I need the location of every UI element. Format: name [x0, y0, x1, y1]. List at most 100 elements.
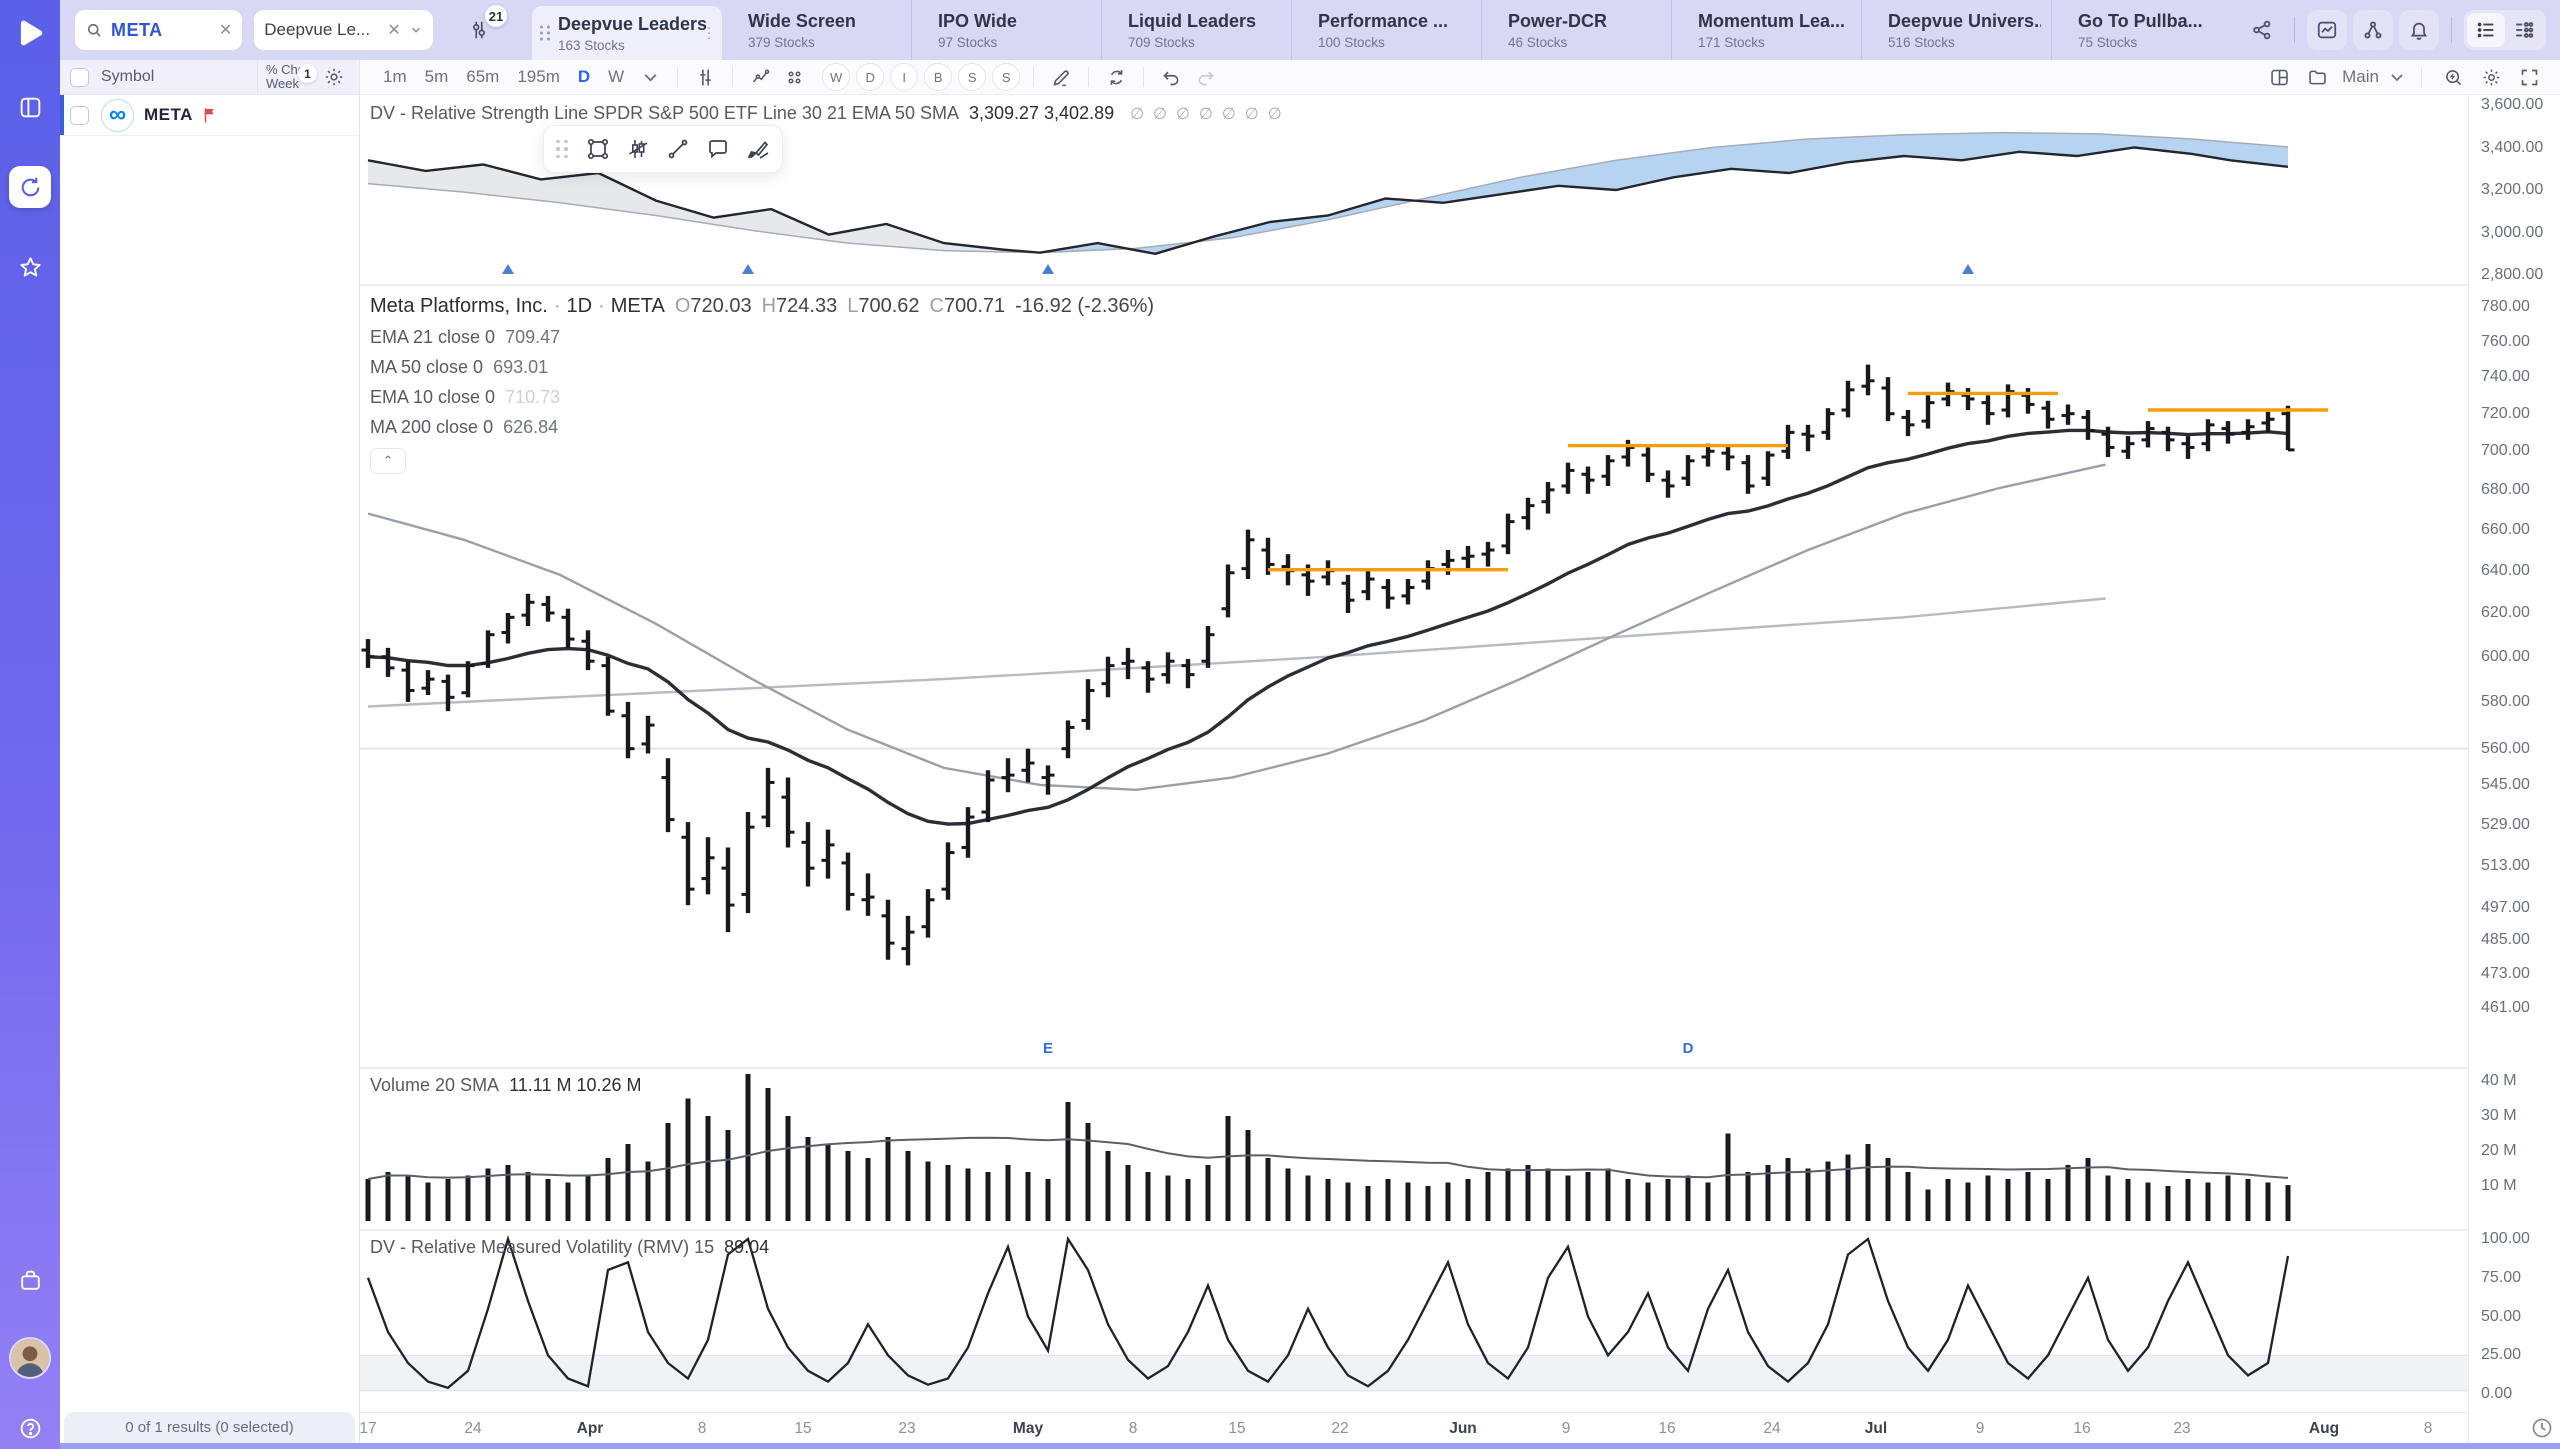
draw-pencil-icon[interactable] — [1044, 63, 1078, 91]
time-tick: 17 — [359, 1420, 377, 1437]
list-view-icon[interactable] — [2467, 13, 2505, 47]
indicator-row-2[interactable]: EMA 10 close 0 710.73 — [370, 387, 560, 408]
watchlist-tab-5[interactable]: Power-DCR 46 Stocks — [1482, 0, 1672, 60]
watchlist-tab-7[interactable]: Deepvue Univers... 516 Stocks — [1862, 0, 2052, 60]
price-tick: 461.00 — [2481, 999, 2530, 1016]
comment-tool-icon[interactable] — [706, 137, 730, 161]
refresh-icon[interactable] — [1099, 63, 1133, 91]
watchlist-tab-2[interactable]: IPO Wide 97 Stocks — [912, 0, 1102, 60]
tab-menu-icon[interactable]: ⋮ — [702, 24, 716, 41]
quick-button-s-4[interactable]: S — [958, 63, 987, 91]
rmv-pane-legend[interactable]: DV - Relative Measured Volatility (RMV) … — [370, 1237, 769, 1258]
watchlist-tab-6[interactable]: Momentum Lea... 171 Stocks — [1672, 0, 1862, 60]
column-settings-gear-icon[interactable] — [319, 62, 349, 92]
time-axis[interactable]: 17 24 Apr 8 15 23 May 8 15 22 Jun 9 16 24 Jul 9 16 23 Aug 8 — [359, 1412, 2468, 1444]
watchlist-dropdown[interactable]: Deepvue Le... ✕ — [254, 10, 433, 50]
timeframe-5m[interactable]: 5m — [424, 67, 449, 86]
watchlist-tab-8[interactable]: Go To Pullba... 75 Stocks — [2052, 0, 2242, 60]
layout-name[interactable]: Main — [2342, 67, 2379, 86]
select-all-checkbox[interactable] — [70, 67, 89, 87]
zoom-flash-icon[interactable] — [2436, 63, 2470, 91]
trendline-tool-icon[interactable] — [666, 137, 690, 161]
price-tick: 700.00 — [2481, 442, 2530, 460]
time-tick: 16 — [1658, 1420, 1676, 1437]
column-pct-chg-week[interactable]: % Chg Week 1 — [257, 60, 319, 94]
price-tick: 780.00 — [2481, 298, 2530, 315]
integrations-icon[interactable] — [9, 1259, 51, 1301]
time-tick: May — [1012, 1420, 1044, 1437]
charts-icon[interactable] — [2307, 10, 2347, 50]
timeframe-chevron-icon[interactable] — [633, 63, 667, 91]
session-clock-icon[interactable] — [2530, 1416, 2554, 1440]
symbol-search[interactable]: META ✕ — [75, 10, 243, 50]
indicators-sliders-icon[interactable] — [688, 63, 722, 91]
row-checkbox[interactable] — [70, 105, 89, 125]
watchlist-tab-1[interactable]: Wide Screen 379 Stocks — [722, 0, 912, 60]
share-icon[interactable] — [2242, 10, 2282, 50]
molecule-icon[interactable] — [2353, 10, 2393, 50]
undo-icon[interactable] — [1154, 63, 1188, 91]
indicator-row-3[interactable]: MA 200 close 0 626.84 — [370, 417, 560, 438]
drag-handle-icon[interactable] — [556, 139, 568, 159]
indicator-row-0[interactable]: EMA 21 close 0 709.47 — [370, 327, 560, 348]
clear-search-icon[interactable]: ✕ — [218, 22, 233, 39]
price-pane-legend[interactable]: Meta Platforms, Inc. · 1D · META O720.03 H… — [370, 295, 1154, 474]
fullscreen-icon[interactable] — [2512, 63, 2546, 91]
quick-button-b-3[interactable]: B — [924, 63, 953, 91]
rs-pane-legend[interactable]: DV - Relative Strength Line SPDR S&P 500… — [370, 103, 1291, 124]
price-tick: 100.00 — [2481, 1230, 2530, 1247]
pane-layout-icon[interactable] — [2262, 63, 2296, 91]
redo-icon[interactable] — [1188, 63, 1222, 91]
volume-pane-legend[interactable]: Volume 20 SMA 11.11 M 10.26 M — [370, 1075, 642, 1096]
timeframe-weekly[interactable]: W — [608, 67, 625, 86]
watchlist-tab-0[interactable]: Deepvue Leaders 163 Stocks ⋮ — [532, 6, 722, 60]
timeframe-1m[interactable]: 1m — [383, 67, 407, 86]
collapse-legend-button[interactable]: ⌃ — [370, 448, 406, 474]
drawing-toolbar[interactable] — [543, 125, 783, 173]
select-rect-tool-icon[interactable] — [586, 137, 610, 161]
svg-text:E: E — [1043, 1040, 1053, 1057]
column-symbol[interactable]: Symbol — [101, 68, 155, 85]
favorites-star-icon[interactable] — [9, 246, 51, 288]
alerts-bell-icon[interactable] — [2399, 10, 2439, 50]
watchlists-icon[interactable] — [9, 86, 51, 128]
quick-button-w-0[interactable]: W — [822, 63, 851, 91]
search-input-value[interactable]: META — [111, 19, 163, 40]
screener-icon[interactable] — [9, 166, 51, 208]
layout-chevron-icon[interactable] — [2387, 63, 2407, 91]
deepvue-logo-icon[interactable] — [15, 18, 45, 48]
timeframe-195m[interactable]: 195m — [517, 67, 560, 86]
settings-gear-icon[interactable] — [2474, 63, 2508, 91]
bottom-scroll-strip[interactable] — [60, 1443, 2560, 1449]
user-avatar[interactable] — [9, 1337, 51, 1379]
help-icon[interactable] — [9, 1407, 51, 1449]
timeframe-65m[interactable]: 65m — [466, 67, 500, 86]
visibility-toggle-icons[interactable]: ∅∅∅∅∅∅∅ — [1130, 105, 1291, 123]
tab-stock-count: 46 Stocks — [1508, 34, 1568, 50]
folder-icon[interactable] — [2300, 63, 2334, 91]
highlighter-tool-icon[interactable] — [746, 137, 770, 161]
grid-view-icon[interactable] — [2505, 13, 2543, 47]
divider — [2294, 17, 2295, 43]
tab-label: Liquid Leaders — [1128, 10, 1257, 31]
quick-button-d-1[interactable]: D — [856, 63, 885, 91]
divider — [2451, 17, 2452, 43]
timeframe-daily[interactable]: D — [577, 67, 591, 86]
tab-stock-count: 97 Stocks — [938, 34, 998, 50]
quick-button-i-2[interactable]: I — [890, 63, 919, 91]
quick-button-s-5[interactable]: S — [992, 63, 1021, 91]
line-tools-icon[interactable] — [743, 63, 777, 91]
flag-icon[interactable] — [201, 106, 219, 124]
filters-button[interactable]: 21 — [461, 5, 507, 48]
candle-strike-tool-icon[interactable] — [626, 137, 650, 161]
watchlist-tab-3[interactable]: Liquid Leaders 709 Stocks — [1102, 0, 1292, 60]
tab-drag-handle-icon[interactable] — [540, 25, 551, 41]
clear-watchlist-icon[interactable]: ✕ — [387, 22, 401, 39]
indicator-row-1[interactable]: MA 50 close 0 693.01 — [370, 357, 560, 378]
price-axis[interactable]: 3,600.00 3,400.00 3,200.00 3,000.00 2,800.00… — [2468, 95, 2560, 1449]
watchlist-tab-4[interactable]: Performance ... 100 Stocks — [1292, 0, 1482, 60]
watchlist-row-meta[interactable]: ∞ META — [60, 95, 359, 136]
layout-grid-icon[interactable] — [777, 63, 811, 91]
